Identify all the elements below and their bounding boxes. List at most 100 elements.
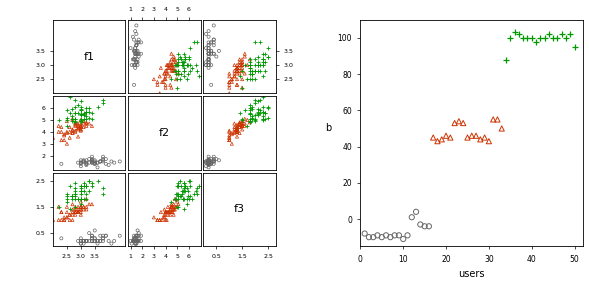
Point xyxy=(240,71,250,76)
Point xyxy=(68,202,77,207)
Point xyxy=(133,60,143,65)
Point xyxy=(263,46,273,50)
Point xyxy=(178,197,188,201)
Point xyxy=(163,205,173,209)
Point xyxy=(204,162,213,166)
Point xyxy=(364,235,373,239)
Point xyxy=(237,85,247,90)
Point xyxy=(248,68,257,73)
Point xyxy=(245,60,254,65)
Point xyxy=(170,207,180,212)
Point xyxy=(167,205,176,209)
Point xyxy=(62,131,72,135)
Point xyxy=(71,105,80,109)
Point xyxy=(230,130,239,134)
Point xyxy=(79,119,88,123)
Point xyxy=(232,128,241,133)
Point xyxy=(174,202,183,207)
Point xyxy=(250,101,260,106)
Point xyxy=(76,124,85,128)
Point xyxy=(235,111,244,115)
Point xyxy=(411,209,421,214)
Point xyxy=(82,120,91,125)
Point xyxy=(497,126,507,131)
Point xyxy=(166,83,175,87)
Point xyxy=(209,37,219,42)
Point xyxy=(59,218,69,222)
Point xyxy=(163,63,173,67)
Point xyxy=(65,218,74,222)
Point xyxy=(167,68,176,73)
Point xyxy=(169,202,178,207)
Point xyxy=(82,162,91,166)
Point xyxy=(174,60,183,65)
Point xyxy=(73,121,82,126)
Point xyxy=(174,52,183,56)
Point xyxy=(204,162,213,166)
Point xyxy=(235,68,244,73)
Point xyxy=(162,210,171,214)
Point xyxy=(131,239,140,243)
Point xyxy=(248,117,257,121)
Point xyxy=(204,159,213,164)
Point xyxy=(201,60,211,65)
Point xyxy=(68,194,77,199)
Point xyxy=(62,215,72,220)
Point xyxy=(209,159,219,164)
Point xyxy=(132,60,141,65)
Point xyxy=(82,184,91,188)
Point xyxy=(162,210,171,214)
Point xyxy=(180,52,189,56)
Point xyxy=(207,83,216,87)
Point xyxy=(258,95,267,100)
Point xyxy=(161,83,170,87)
Point xyxy=(253,63,262,67)
Point xyxy=(232,68,241,73)
Point xyxy=(175,54,184,59)
Point xyxy=(95,233,105,238)
Point xyxy=(207,159,216,164)
Point xyxy=(261,117,270,121)
Point xyxy=(160,71,169,76)
Point xyxy=(133,239,143,243)
Point xyxy=(232,125,241,129)
Point xyxy=(73,239,82,243)
Point xyxy=(181,189,190,193)
Point xyxy=(87,233,97,238)
Point xyxy=(403,233,412,238)
Point xyxy=(493,117,502,122)
Point xyxy=(163,71,173,76)
Point xyxy=(161,218,170,222)
Point xyxy=(71,186,80,191)
Point xyxy=(93,241,102,246)
Point xyxy=(98,233,108,238)
Point xyxy=(73,126,82,130)
Point xyxy=(98,157,108,161)
Point xyxy=(201,46,211,50)
Point xyxy=(93,160,102,165)
Point xyxy=(71,128,80,133)
Point xyxy=(188,66,197,70)
Point xyxy=(87,159,97,164)
Point xyxy=(73,210,82,214)
Point xyxy=(214,49,224,53)
Point xyxy=(207,157,216,161)
Point xyxy=(73,210,82,214)
Point xyxy=(131,54,140,59)
Point xyxy=(76,189,85,193)
Point xyxy=(416,222,425,227)
Point xyxy=(181,57,190,62)
Point xyxy=(79,239,88,243)
Point xyxy=(531,39,541,44)
Point xyxy=(76,207,85,212)
Point xyxy=(240,63,250,67)
Point xyxy=(232,83,241,87)
Point xyxy=(84,231,94,235)
Point xyxy=(167,205,176,209)
Point xyxy=(230,74,239,79)
Point xyxy=(71,119,80,123)
Point xyxy=(390,233,399,238)
Point xyxy=(131,46,140,50)
Point xyxy=(169,57,178,62)
Point xyxy=(207,40,216,45)
